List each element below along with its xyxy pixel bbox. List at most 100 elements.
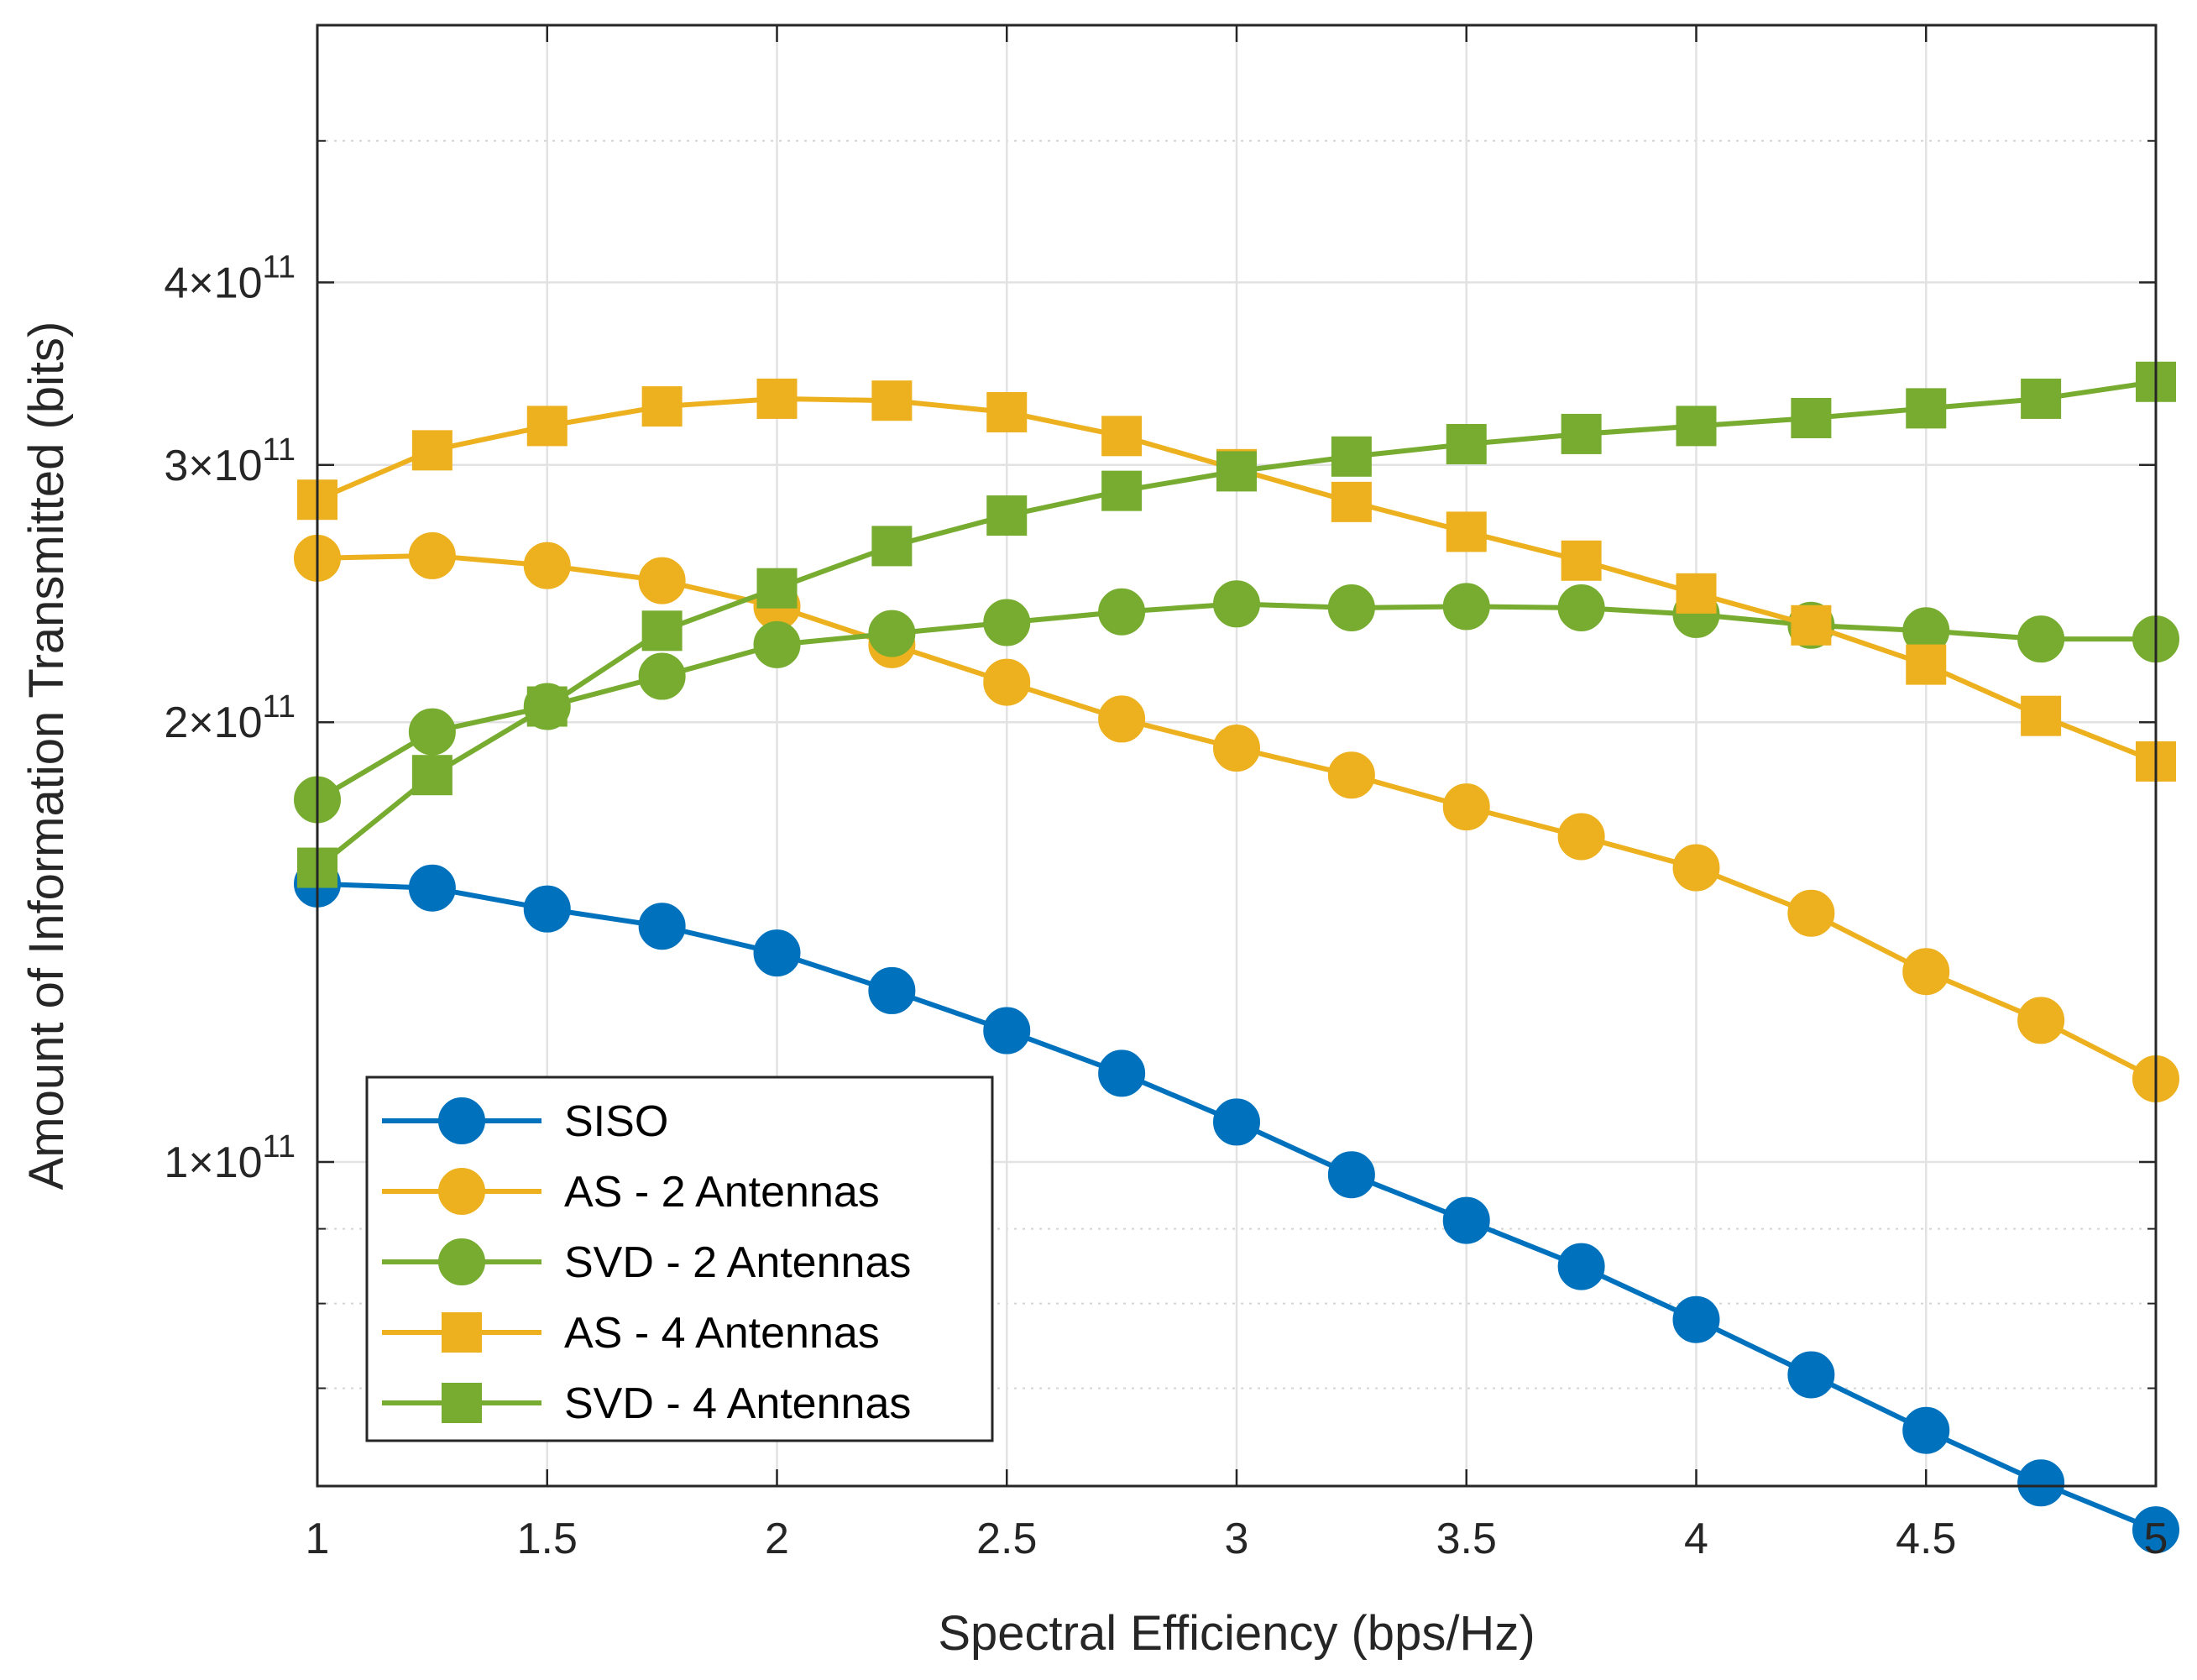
- data-point: [756, 568, 798, 609]
- data-point: [753, 620, 801, 668]
- data-point: [1906, 644, 1947, 685]
- data-point: [1902, 948, 1950, 996]
- data-point: [411, 430, 452, 471]
- data-point: [1098, 695, 1146, 743]
- data-point: [2021, 378, 2062, 419]
- data-point: [526, 686, 568, 727]
- x-tick-label: 3.5: [1436, 1515, 1497, 1563]
- data-point: [408, 864, 456, 912]
- data-point: [1791, 397, 1832, 438]
- data-point: [1902, 1406, 1950, 1454]
- data-point: [1098, 1049, 1146, 1097]
- data-point: [986, 391, 1028, 432]
- x-tick-label: 1: [306, 1515, 330, 1563]
- y-tick-labels: 1×1011 2×1011 3×1011 4×1011: [164, 249, 296, 1187]
- x-axis-label: Spectral Efficiency (bps/Hz): [938, 1606, 1535, 1661]
- data-point: [1213, 580, 1260, 628]
- axis-ticks: [316, 24, 2158, 1487]
- y-tick-label: 4×1011: [164, 249, 296, 307]
- x-tick-label: 4.5: [1896, 1515, 1956, 1563]
- data-point: [1442, 783, 1490, 831]
- legend-entry: SISO: [382, 1097, 668, 1146]
- data-point: [1672, 844, 1720, 892]
- data-point: [1101, 470, 1143, 511]
- data-point: [2017, 615, 2065, 663]
- data-point: [1787, 889, 1835, 937]
- y-axis-label: Amount of Information Transmitted (bits): [19, 322, 74, 1191]
- data-point: [523, 885, 571, 933]
- data-point: [868, 610, 916, 657]
- data-point: [638, 652, 686, 700]
- data-point: [1787, 1351, 1835, 1399]
- data-point: [1561, 540, 1602, 581]
- data-point: [1557, 1243, 1605, 1290]
- data-point: [1676, 573, 1717, 614]
- data-point: [983, 599, 1031, 646]
- data-point: [638, 903, 686, 950]
- data-point: [1446, 511, 1487, 552]
- x-tick-label: 4: [1684, 1515, 1708, 1563]
- data-point: [2021, 695, 2062, 736]
- legend-marker: [438, 1097, 485, 1144]
- data-point: [871, 380, 913, 421]
- data-point: [1561, 413, 1602, 454]
- x-tick-label: 5: [2144, 1515, 2168, 1563]
- data-point: [1557, 584, 1605, 631]
- data-point: [756, 378, 798, 419]
- data-point: [411, 755, 452, 796]
- data-point: [868, 966, 916, 1014]
- data-point: [638, 557, 686, 604]
- legend-marker: [438, 1238, 485, 1285]
- data-point: [983, 658, 1031, 706]
- data-point: [1331, 481, 1372, 522]
- data-point: [1327, 584, 1375, 631]
- data-point: [2017, 1459, 2065, 1507]
- data-point: [753, 929, 801, 977]
- y-tick-label: 2×1011: [164, 689, 296, 747]
- data-point: [1213, 725, 1260, 772]
- legend-label: AS - 4 Antennas: [564, 1309, 880, 1358]
- data-point: [986, 495, 1028, 536]
- x-tick-label: 2.5: [976, 1515, 1037, 1563]
- data-point: [1442, 583, 1490, 631]
- legend-marker: [438, 1168, 485, 1215]
- data-point: [1446, 424, 1487, 465]
- x-tick-label: 3: [1225, 1515, 1249, 1563]
- data-point: [1442, 1196, 1490, 1244]
- data-point: [408, 531, 456, 579]
- data-point: [1327, 1151, 1375, 1199]
- data-point: [408, 708, 456, 756]
- legend-entry: AS - 2 Antennas: [382, 1168, 880, 1217]
- x-tick-label: 2: [765, 1515, 789, 1563]
- data-point: [2132, 1506, 2179, 1554]
- data-point: [1327, 751, 1375, 799]
- series-5: [297, 361, 2176, 888]
- legend-entry: AS - 4 Antennas: [382, 1309, 880, 1358]
- data-point: [2017, 997, 2065, 1044]
- data-point: [1101, 416, 1143, 457]
- legend-entry: SVD - 4 Antennas: [382, 1379, 911, 1428]
- legend: SISO AS - 2 Antennas SVD - 2 Antennas AS - …: [365, 1076, 994, 1442]
- data-point: [1672, 1295, 1720, 1343]
- data-point: [983, 1007, 1031, 1055]
- legend-label: SISO: [564, 1097, 668, 1146]
- legend-entry: SVD - 2 Antennas: [382, 1238, 911, 1287]
- legend-label: SVD - 2 Antennas: [564, 1238, 911, 1287]
- y-tick-label: 3×1011: [164, 432, 296, 490]
- legend-label: SVD - 4 Antennas: [564, 1379, 911, 1428]
- data-point: [1676, 406, 1717, 447]
- x-tick-labels: 1 1.5 2 2.5 3 3.5 4 4.5 5: [306, 1515, 2168, 1563]
- data-point: [641, 386, 683, 427]
- data-point: [523, 542, 571, 589]
- x-tick-label: 1.5: [517, 1515, 578, 1563]
- data-point: [871, 526, 913, 567]
- data-point: [1216, 451, 1257, 492]
- data-point: [641, 610, 683, 652]
- data-point: [1098, 588, 1146, 636]
- legend-marker: [442, 1312, 482, 1353]
- data-point: [1557, 813, 1605, 861]
- data-point: [526, 406, 568, 447]
- legend-label: AS - 2 Antennas: [564, 1168, 880, 1217]
- legend-marker: [442, 1383, 482, 1423]
